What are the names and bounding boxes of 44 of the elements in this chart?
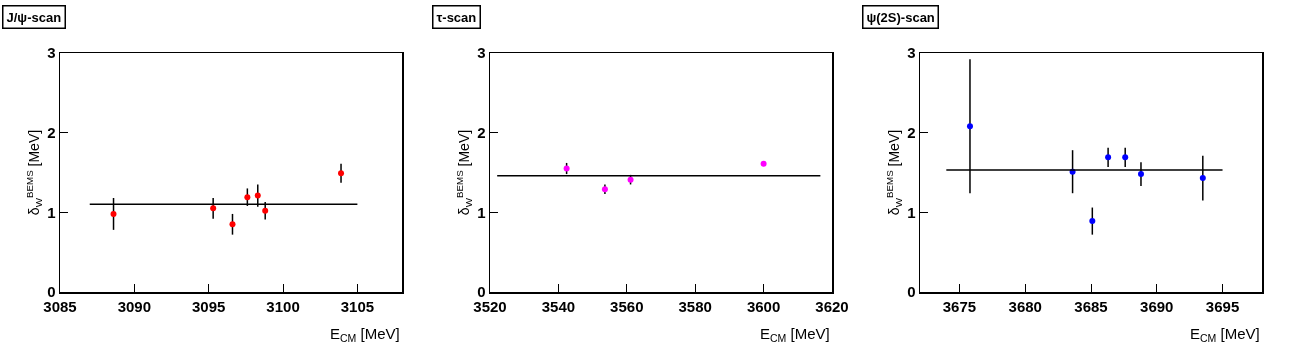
chart-title: τ-scan: [436, 9, 477, 25]
y-tick-label: 2: [907, 123, 916, 141]
x-tick-label: 3600: [746, 297, 781, 315]
point: [338, 170, 345, 177]
x-tick-label: 3090: [117, 297, 152, 315]
point: [244, 194, 251, 201]
point: [210, 205, 217, 212]
point: [254, 192, 261, 199]
x-tick-label: 3540: [541, 297, 576, 315]
x-tick-label: 3580: [678, 297, 712, 315]
point: [262, 207, 269, 214]
y-tick-label: 0: [907, 283, 916, 301]
x-axis-title: E$_{CM}$ [MeV]: [1190, 325, 1260, 345]
x-tick-label: 3690: [1140, 297, 1174, 315]
point: [1105, 154, 1112, 161]
point: [760, 160, 767, 167]
point: [1199, 175, 1206, 182]
x-tick-label: 3675: [942, 297, 977, 315]
x-axis-title: E$_{CM}$ [MeV]: [330, 325, 400, 345]
point: [229, 221, 236, 228]
y-tick-label: 2: [477, 123, 486, 141]
x-tick-label: 3095: [192, 297, 226, 315]
y-tick-label: 3: [477, 44, 486, 62]
x-tick-label: 3560: [610, 297, 644, 315]
x-tick-label: 3620: [815, 297, 849, 315]
chart-title: ψ(2S)-scan: [866, 9, 935, 25]
y-tick-label: 1: [907, 203, 916, 221]
chart-title: J/ψ-scan: [6, 9, 62, 25]
y-tick-label: 3: [47, 44, 56, 62]
point: [1122, 154, 1129, 161]
x-axis-title: E$_{CM}$ [MeV]: [760, 325, 830, 345]
x-tick-label: 3685: [1074, 297, 1108, 315]
point: [1137, 171, 1144, 178]
point: [1089, 218, 1096, 225]
y-tick-label: 2: [47, 123, 56, 141]
x-tick-label: 3105: [340, 297, 375, 315]
x-tick-label: 3695: [1205, 297, 1240, 315]
x-tick-label: 3680: [1008, 297, 1042, 315]
y-tick-label: 1: [477, 203, 486, 221]
y-tick-label: 3: [907, 44, 916, 62]
x-tick-label: 3100: [266, 297, 300, 315]
y-tick-label: 1: [47, 203, 56, 221]
point: [966, 123, 973, 130]
point: [110, 210, 117, 217]
